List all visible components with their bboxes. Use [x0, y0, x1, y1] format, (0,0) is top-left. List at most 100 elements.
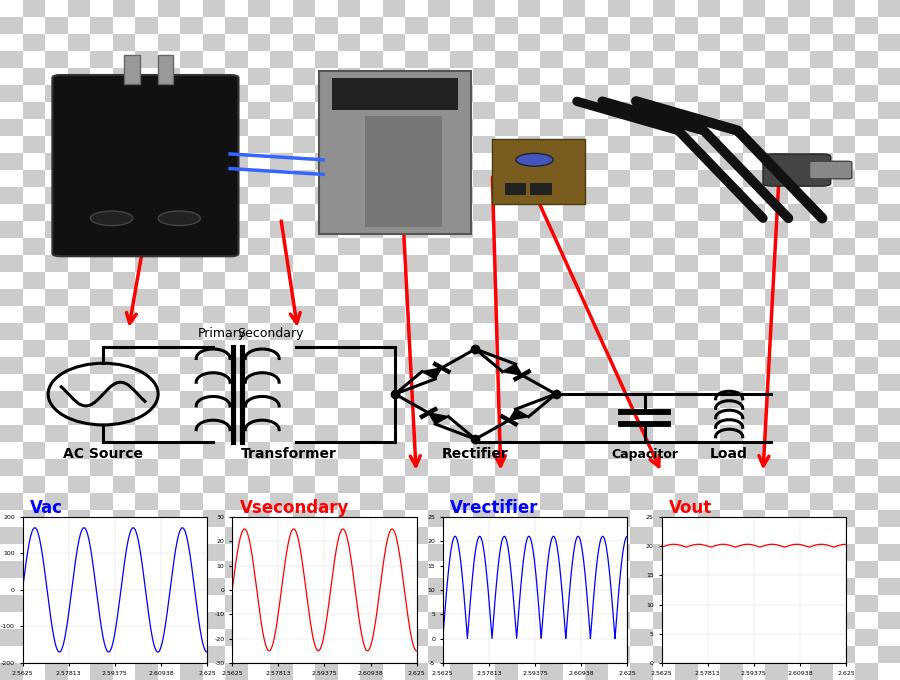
Bar — [765, 153, 788, 170]
Bar — [495, 51, 518, 68]
Bar — [382, 34, 405, 51]
Bar — [45, 612, 68, 629]
Bar — [315, 136, 338, 153]
Bar — [742, 119, 765, 136]
Bar — [855, 102, 878, 119]
Bar — [540, 476, 562, 493]
Bar — [878, 629, 900, 646]
Bar — [562, 459, 585, 476]
Bar — [90, 136, 112, 153]
Bar — [652, 34, 675, 51]
Bar — [405, 0, 428, 17]
Bar — [225, 255, 248, 272]
Bar — [585, 119, 608, 136]
Bar — [540, 0, 562, 17]
Bar — [225, 34, 248, 51]
Bar — [180, 170, 202, 187]
Bar — [788, 306, 810, 323]
Bar — [562, 663, 585, 680]
Bar — [0, 510, 22, 527]
Bar — [315, 51, 338, 68]
Bar — [382, 85, 405, 102]
Bar — [382, 646, 405, 663]
Bar — [202, 221, 225, 238]
Bar — [788, 34, 810, 51]
Bar — [652, 374, 675, 391]
Bar — [135, 476, 158, 493]
Bar — [698, 85, 720, 102]
Bar — [112, 272, 135, 289]
Bar — [720, 136, 742, 153]
Bar — [855, 85, 878, 102]
Bar — [855, 51, 878, 68]
Bar — [135, 255, 158, 272]
Bar — [832, 306, 855, 323]
Bar — [675, 255, 698, 272]
Bar — [225, 612, 248, 629]
Bar — [382, 459, 405, 476]
Bar — [360, 493, 382, 510]
Bar — [22, 34, 45, 51]
Bar — [248, 629, 270, 646]
Bar — [652, 459, 675, 476]
Bar — [225, 663, 248, 680]
Bar — [292, 102, 315, 119]
Bar — [878, 0, 900, 17]
Bar — [742, 663, 765, 680]
Text: Load: Load — [710, 447, 748, 461]
Bar — [742, 204, 765, 221]
Bar — [450, 85, 472, 102]
Bar — [360, 357, 382, 374]
Bar — [652, 68, 675, 85]
Bar — [518, 476, 540, 493]
Bar — [225, 357, 248, 374]
Bar — [382, 255, 405, 272]
Bar — [270, 306, 292, 323]
Bar — [135, 289, 158, 306]
Bar — [202, 102, 225, 119]
Bar — [22, 136, 45, 153]
Bar — [315, 425, 338, 442]
Bar — [180, 51, 202, 68]
Bar — [338, 187, 360, 204]
Bar — [765, 459, 788, 476]
Bar — [135, 374, 158, 391]
Bar — [630, 323, 652, 340]
Bar — [608, 289, 630, 306]
Bar — [720, 391, 742, 408]
Bar — [788, 153, 810, 170]
Bar — [112, 493, 135, 510]
Bar — [472, 544, 495, 561]
Bar — [22, 629, 45, 646]
Bar — [450, 340, 472, 357]
Bar — [292, 153, 315, 170]
Bar — [675, 136, 698, 153]
Bar — [112, 68, 135, 85]
Text: Primary: Primary — [197, 326, 246, 339]
Bar — [472, 119, 495, 136]
Bar — [585, 102, 608, 119]
Bar — [540, 374, 562, 391]
Bar — [832, 629, 855, 646]
Bar — [112, 510, 135, 527]
Bar — [68, 34, 90, 51]
Bar — [315, 119, 338, 136]
Bar — [315, 595, 338, 612]
Bar — [225, 51, 248, 68]
Bar — [382, 544, 405, 561]
Bar — [698, 272, 720, 289]
Bar — [810, 476, 832, 493]
Bar — [68, 510, 90, 527]
Bar — [472, 68, 495, 85]
Bar — [495, 340, 518, 357]
Bar — [832, 238, 855, 255]
Bar — [878, 119, 900, 136]
Bar — [878, 170, 900, 187]
Bar — [22, 238, 45, 255]
Bar — [742, 255, 765, 272]
Bar — [450, 357, 472, 374]
Bar — [45, 527, 68, 544]
Bar — [810, 425, 832, 442]
Bar — [90, 510, 112, 527]
Bar — [878, 663, 900, 680]
